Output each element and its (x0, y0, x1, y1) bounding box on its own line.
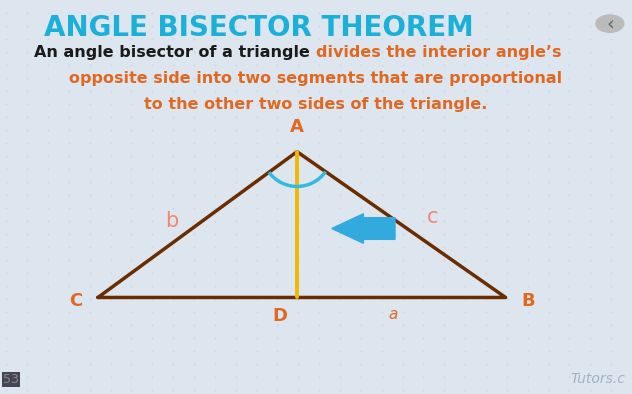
Text: Tutors.c: Tutors.c (571, 372, 626, 386)
Text: divides the interior angle’s: divides the interior angle’s (316, 45, 561, 60)
Text: ‹: ‹ (606, 14, 614, 33)
Text: B: B (521, 292, 535, 310)
Text: D: D (272, 307, 288, 325)
Text: 53: 53 (3, 373, 19, 386)
FancyArrow shape (332, 214, 395, 243)
Text: a: a (389, 307, 398, 322)
Text: c: c (427, 207, 439, 227)
Text: to the other two sides of the triangle.: to the other two sides of the triangle. (144, 97, 488, 112)
Text: C: C (69, 292, 82, 310)
Text: opposite side into two segments that are proportional: opposite side into two segments that are… (70, 71, 562, 86)
Text: ANGLE BISECTOR THEOREM: ANGLE BISECTOR THEOREM (44, 14, 474, 42)
Circle shape (596, 15, 624, 32)
Text: b: b (166, 211, 179, 230)
Text: An angle bisector of a triangle: An angle bisector of a triangle (35, 45, 316, 60)
Text: A: A (290, 118, 304, 136)
